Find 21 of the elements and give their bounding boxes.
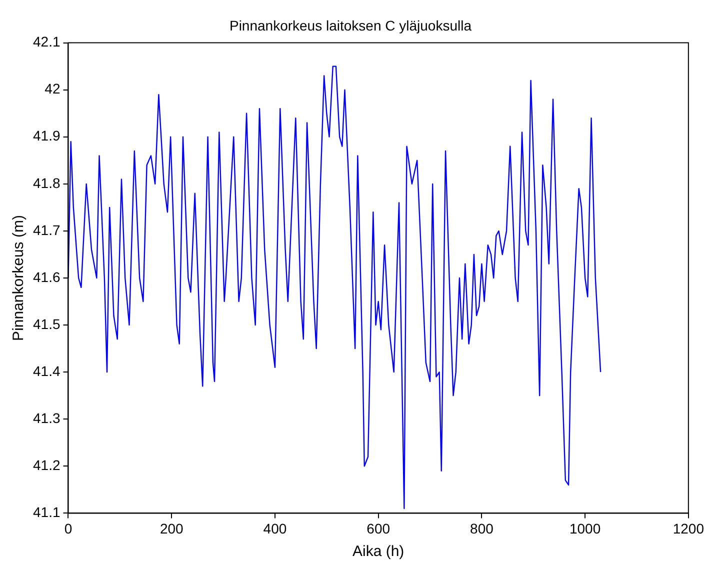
y-tick-label: 41.6 <box>33 268 60 285</box>
chart-title: Pinnankorkeus laitoksen C yläjuoksulla <box>229 17 472 34</box>
x-tick-label: 1000 <box>569 520 601 536</box>
x-tick-label: 600 <box>366 520 390 536</box>
x-tick-label: 0 <box>64 520 72 536</box>
x-tick-label: 800 <box>470 520 494 536</box>
y-tick-label: 41.4 <box>33 362 60 379</box>
y-tick-label: 42.1 <box>33 34 60 50</box>
y-tick-label: 41.8 <box>33 174 60 191</box>
x-tick-label: 400 <box>263 520 287 536</box>
y-tick-label: 42 <box>44 80 60 97</box>
x-tick-label: 200 <box>160 520 184 536</box>
y-tick-label: 41.3 <box>33 410 60 426</box>
y-tick-label: 41.2 <box>33 457 60 474</box>
y-axis-title: Pinnankorkeus (m) <box>10 215 28 341</box>
x-axis-title: Aika (h) <box>352 543 404 560</box>
y-tick-label: 41.5 <box>33 316 60 332</box>
y-tick-label: 41.7 <box>33 222 60 238</box>
y-tick-label: 41.9 <box>33 128 60 144</box>
y-tick-label: 41.1 <box>33 504 60 520</box>
x-tick-label: 1200 <box>672 520 704 536</box>
